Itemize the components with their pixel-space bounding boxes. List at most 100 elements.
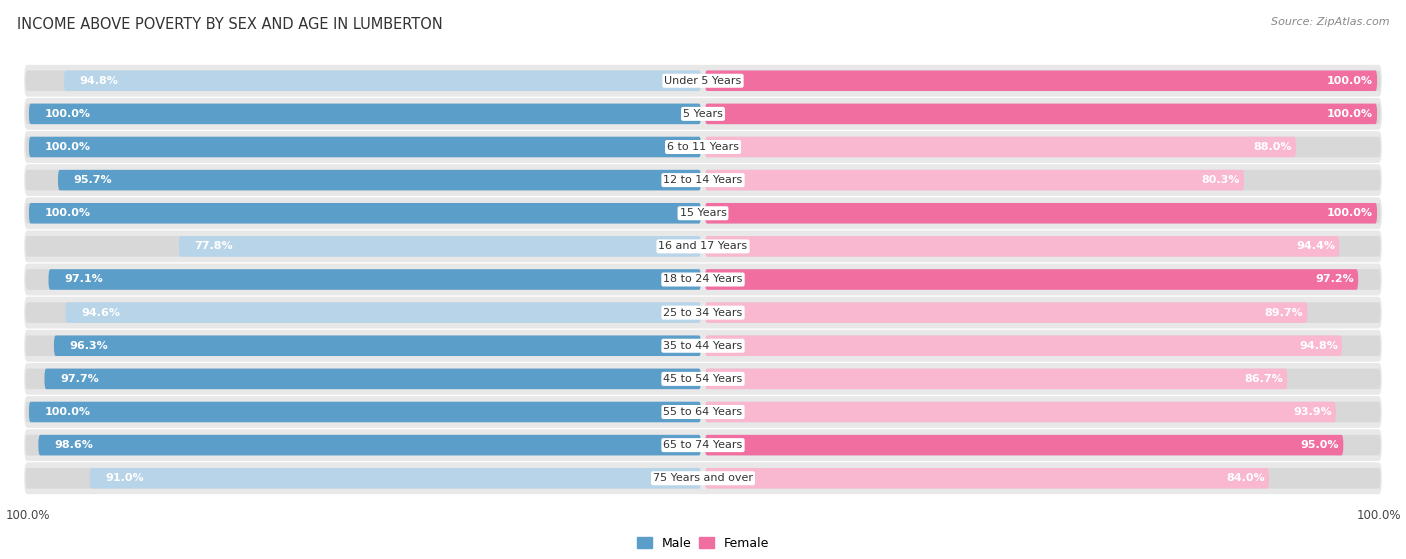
Text: 91.0%: 91.0% bbox=[105, 473, 143, 484]
Text: 96.3%: 96.3% bbox=[69, 341, 108, 350]
FancyBboxPatch shape bbox=[58, 170, 702, 191]
FancyBboxPatch shape bbox=[24, 462, 1382, 494]
FancyBboxPatch shape bbox=[704, 137, 1296, 157]
FancyBboxPatch shape bbox=[704, 170, 1244, 191]
FancyBboxPatch shape bbox=[706, 70, 1381, 91]
Text: 94.8%: 94.8% bbox=[80, 75, 118, 86]
FancyBboxPatch shape bbox=[179, 236, 702, 257]
Text: 55 to 64 Years: 55 to 64 Years bbox=[664, 407, 742, 417]
FancyBboxPatch shape bbox=[25, 435, 700, 456]
FancyBboxPatch shape bbox=[704, 368, 1288, 389]
FancyBboxPatch shape bbox=[25, 137, 700, 157]
Text: 12 to 14 Years: 12 to 14 Years bbox=[664, 175, 742, 185]
FancyBboxPatch shape bbox=[24, 65, 1382, 97]
FancyBboxPatch shape bbox=[704, 103, 1376, 124]
FancyBboxPatch shape bbox=[706, 402, 1381, 422]
FancyBboxPatch shape bbox=[24, 264, 1382, 295]
Text: 100.0%: 100.0% bbox=[45, 142, 90, 152]
FancyBboxPatch shape bbox=[24, 297, 1382, 329]
FancyBboxPatch shape bbox=[24, 396, 1382, 428]
Text: 5 Years: 5 Years bbox=[683, 109, 723, 119]
Text: 86.7%: 86.7% bbox=[1244, 374, 1284, 384]
FancyBboxPatch shape bbox=[25, 302, 700, 323]
FancyBboxPatch shape bbox=[24, 363, 1382, 395]
Text: 100.0%: 100.0% bbox=[45, 109, 90, 119]
FancyBboxPatch shape bbox=[25, 203, 700, 224]
FancyBboxPatch shape bbox=[30, 137, 702, 157]
FancyBboxPatch shape bbox=[25, 269, 700, 290]
FancyBboxPatch shape bbox=[706, 368, 1381, 389]
FancyBboxPatch shape bbox=[90, 468, 702, 489]
Text: 77.8%: 77.8% bbox=[194, 241, 233, 252]
FancyBboxPatch shape bbox=[24, 330, 1382, 362]
FancyBboxPatch shape bbox=[25, 103, 700, 124]
Text: 6 to 11 Years: 6 to 11 Years bbox=[666, 142, 740, 152]
Text: 98.6%: 98.6% bbox=[53, 440, 93, 450]
Text: 97.2%: 97.2% bbox=[1316, 274, 1354, 285]
Text: 100.0%: 100.0% bbox=[1327, 75, 1374, 86]
FancyBboxPatch shape bbox=[66, 302, 702, 323]
FancyBboxPatch shape bbox=[45, 368, 702, 389]
FancyBboxPatch shape bbox=[24, 429, 1382, 461]
Text: 84.0%: 84.0% bbox=[1226, 473, 1265, 484]
Text: 35 to 44 Years: 35 to 44 Years bbox=[664, 341, 742, 350]
Text: 65 to 74 Years: 65 to 74 Years bbox=[664, 440, 742, 450]
FancyBboxPatch shape bbox=[25, 170, 700, 191]
FancyBboxPatch shape bbox=[704, 236, 1340, 257]
FancyBboxPatch shape bbox=[30, 103, 702, 124]
Text: 100.0%: 100.0% bbox=[1327, 109, 1374, 119]
Text: 100.0%: 100.0% bbox=[45, 209, 90, 218]
Text: 88.0%: 88.0% bbox=[1254, 142, 1292, 152]
FancyBboxPatch shape bbox=[706, 236, 1381, 257]
Text: 95.7%: 95.7% bbox=[73, 175, 112, 185]
Text: 94.4%: 94.4% bbox=[1296, 241, 1336, 252]
FancyBboxPatch shape bbox=[25, 70, 700, 91]
FancyBboxPatch shape bbox=[706, 103, 1381, 124]
FancyBboxPatch shape bbox=[706, 435, 1381, 456]
FancyBboxPatch shape bbox=[24, 230, 1382, 262]
FancyBboxPatch shape bbox=[30, 402, 702, 422]
Text: 80.3%: 80.3% bbox=[1202, 175, 1240, 185]
FancyBboxPatch shape bbox=[25, 468, 700, 489]
Text: 75 Years and over: 75 Years and over bbox=[652, 473, 754, 484]
Text: 18 to 24 Years: 18 to 24 Years bbox=[664, 274, 742, 285]
FancyBboxPatch shape bbox=[53, 335, 702, 356]
FancyBboxPatch shape bbox=[30, 203, 702, 224]
FancyBboxPatch shape bbox=[706, 137, 1381, 157]
Text: 45 to 54 Years: 45 to 54 Years bbox=[664, 374, 742, 384]
Text: 25 to 34 Years: 25 to 34 Years bbox=[664, 307, 742, 318]
FancyBboxPatch shape bbox=[706, 170, 1381, 191]
FancyBboxPatch shape bbox=[704, 468, 1270, 489]
FancyBboxPatch shape bbox=[706, 203, 1381, 224]
FancyBboxPatch shape bbox=[704, 335, 1341, 356]
Text: 97.1%: 97.1% bbox=[65, 274, 103, 285]
FancyBboxPatch shape bbox=[706, 468, 1381, 489]
Text: 94.8%: 94.8% bbox=[1299, 341, 1339, 350]
FancyBboxPatch shape bbox=[704, 269, 1358, 290]
FancyBboxPatch shape bbox=[24, 98, 1382, 130]
FancyBboxPatch shape bbox=[24, 164, 1382, 196]
FancyBboxPatch shape bbox=[704, 302, 1308, 323]
FancyBboxPatch shape bbox=[49, 269, 702, 290]
Text: 97.7%: 97.7% bbox=[60, 374, 98, 384]
Text: 16 and 17 Years: 16 and 17 Years bbox=[658, 241, 748, 252]
FancyBboxPatch shape bbox=[704, 70, 1376, 91]
Text: Source: ZipAtlas.com: Source: ZipAtlas.com bbox=[1271, 17, 1389, 27]
Text: 93.9%: 93.9% bbox=[1294, 407, 1331, 417]
FancyBboxPatch shape bbox=[704, 203, 1376, 224]
FancyBboxPatch shape bbox=[704, 402, 1336, 422]
Text: 100.0%: 100.0% bbox=[45, 407, 90, 417]
FancyBboxPatch shape bbox=[25, 368, 700, 389]
FancyBboxPatch shape bbox=[25, 236, 700, 257]
FancyBboxPatch shape bbox=[24, 197, 1382, 229]
FancyBboxPatch shape bbox=[706, 335, 1381, 356]
FancyBboxPatch shape bbox=[65, 70, 702, 91]
Legend: Male, Female: Male, Female bbox=[631, 532, 775, 555]
FancyBboxPatch shape bbox=[25, 402, 700, 422]
Text: Under 5 Years: Under 5 Years bbox=[665, 75, 741, 86]
Text: 94.6%: 94.6% bbox=[82, 307, 120, 318]
Text: 89.7%: 89.7% bbox=[1265, 307, 1303, 318]
Text: 15 Years: 15 Years bbox=[679, 209, 727, 218]
Text: INCOME ABOVE POVERTY BY SEX AND AGE IN LUMBERTON: INCOME ABOVE POVERTY BY SEX AND AGE IN L… bbox=[17, 17, 443, 32]
FancyBboxPatch shape bbox=[24, 131, 1382, 163]
